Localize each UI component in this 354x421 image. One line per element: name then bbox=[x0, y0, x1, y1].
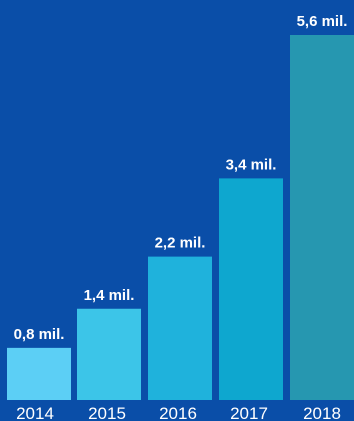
data-label-2014: 0,8 mil. bbox=[14, 326, 65, 343]
x-tick-label-2017: 2017 bbox=[230, 404, 268, 421]
data-label-2017: 3,4 mil. bbox=[226, 156, 277, 173]
bars-group bbox=[7, 35, 354, 400]
x-tick-label-2015: 2015 bbox=[88, 404, 126, 421]
data-label-2015: 1,4 mil. bbox=[84, 287, 135, 304]
x-tick-label-2018: 2018 bbox=[303, 404, 341, 421]
bar-2015 bbox=[77, 308, 141, 400]
bar-2014 bbox=[7, 347, 71, 400]
data-label-2016: 2,2 mil. bbox=[155, 235, 206, 252]
year-labels-group: 2014 2015 2016 2017 2018 bbox=[16, 404, 341, 421]
bar-2016 bbox=[148, 256, 212, 400]
x-tick-label-2016: 2016 bbox=[159, 404, 197, 421]
bar-2018 bbox=[290, 35, 354, 400]
x-tick-label-2014: 2014 bbox=[16, 404, 54, 421]
data-label-2018: 5,6 mil. bbox=[297, 13, 348, 30]
value-labels-group: 0,8 mil. 1,4 mil. 2,2 mil. 3,4 mil. 5,6 mil. bbox=[14, 13, 348, 343]
bar-2017 bbox=[219, 178, 283, 400]
